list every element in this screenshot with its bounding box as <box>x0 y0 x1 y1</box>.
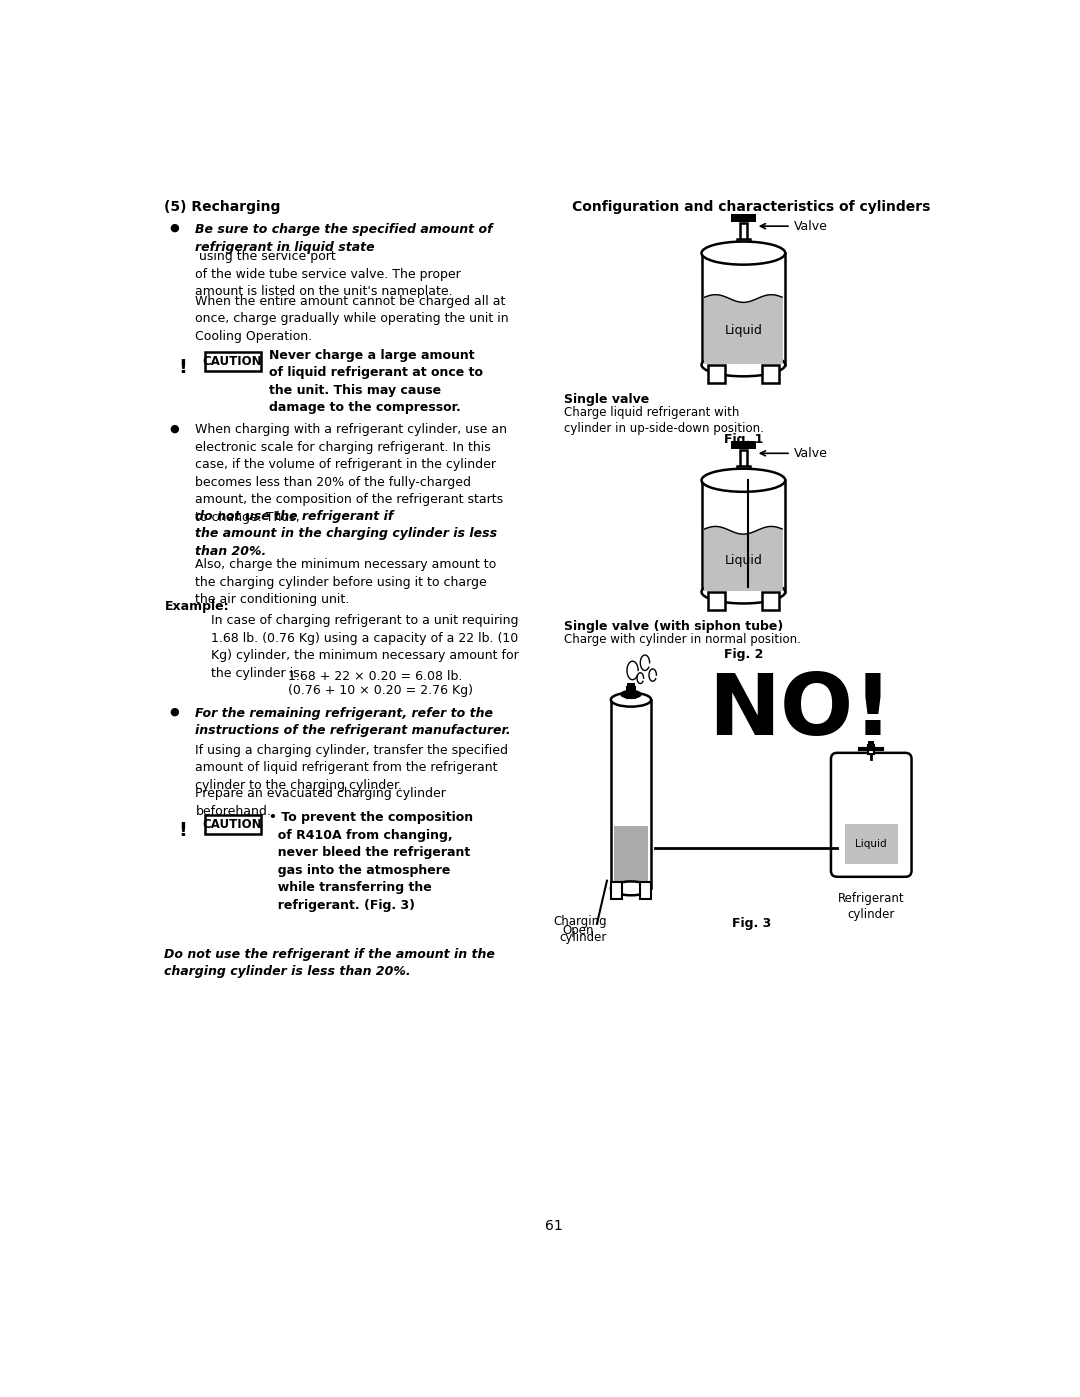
Bar <box>740 224 747 242</box>
Text: Fig. 3: Fig. 3 <box>731 916 771 930</box>
Text: When the entire amount cannot be charged all at
once, charge gradually while ope: When the entire amount cannot be charged… <box>195 295 509 342</box>
Bar <box>731 441 756 448</box>
Polygon shape <box>704 295 782 363</box>
Text: Liquid: Liquid <box>725 553 762 567</box>
Text: Single valve: Single valve <box>564 393 649 407</box>
Bar <box>738 239 750 246</box>
Text: Valve: Valve <box>760 219 827 233</box>
Ellipse shape <box>620 690 642 698</box>
Text: Never charge a large amount
of liquid refrigerant at once to
the unit. This may : Never charge a large amount of liquid re… <box>269 349 483 414</box>
Bar <box>731 214 756 222</box>
Text: using the service port
of the wide tube service valve. The proper
amount is list: using the service port of the wide tube … <box>195 250 461 298</box>
Bar <box>707 365 725 383</box>
Bar <box>868 745 875 754</box>
Bar <box>627 683 635 690</box>
Ellipse shape <box>702 469 785 492</box>
Text: Charging
cylinder: Charging cylinder <box>553 915 607 944</box>
Bar <box>205 352 260 372</box>
Text: If using a charging cylinder, transfer the specified
amount of liquid refrigeran: If using a charging cylinder, transfer t… <box>195 743 509 792</box>
Text: Fig. 1: Fig. 1 <box>724 433 764 446</box>
Text: Open: Open <box>563 923 594 937</box>
Text: ●: ● <box>170 224 179 233</box>
Text: Configuration and characteristics of cylinders: Configuration and characteristics of cyl… <box>572 200 930 214</box>
Text: Fig. 2: Fig. 2 <box>724 648 764 661</box>
Ellipse shape <box>702 242 785 264</box>
Text: 1.68 + 22 × 0.20 = 6.08 lb.: 1.68 + 22 × 0.20 = 6.08 lb. <box>288 669 463 683</box>
Bar <box>738 467 750 472</box>
Text: • To prevent the composition
  of R410A from changing,
  never bleed the refrige: • To prevent the composition of R410A fr… <box>269 812 473 912</box>
Text: Charge with cylinder in normal position.: Charge with cylinder in normal position. <box>564 633 800 645</box>
Ellipse shape <box>611 882 651 895</box>
Text: Refrigerant
cylinder: Refrigerant cylinder <box>838 893 905 921</box>
Text: 61: 61 <box>544 1218 563 1232</box>
Text: Charge liquid refrigerant with
cylinder in up-side-down position.: Charge liquid refrigerant with cylinder … <box>564 405 764 434</box>
Ellipse shape <box>702 353 785 376</box>
Text: Single valve (with siphon tube): Single valve (with siphon tube) <box>564 620 783 633</box>
Bar <box>205 816 260 834</box>
Text: ●: ● <box>170 707 179 717</box>
Text: Prepare an evacuated charging cylinder
beforehand.: Prepare an evacuated charging cylinder b… <box>195 788 446 819</box>
Bar <box>702 253 785 365</box>
Bar <box>740 450 747 469</box>
FancyBboxPatch shape <box>831 753 912 877</box>
Text: Liquid: Liquid <box>725 324 762 338</box>
Text: Be sure to charge the specified amount of
refrigerant in liquid state: Be sure to charge the specified amount o… <box>195 224 494 254</box>
Bar <box>762 592 779 610</box>
Text: Also, charge the minimum necessary amount to
the charging cylinder before using : Also, charge the minimum necessary amoun… <box>195 557 497 606</box>
Bar <box>611 882 622 900</box>
Bar <box>702 481 785 592</box>
Text: (5) Recharging: (5) Recharging <box>164 200 281 214</box>
Text: ●: ● <box>170 423 179 433</box>
Text: CAUTION: CAUTION <box>203 819 262 831</box>
Text: !: ! <box>178 359 187 377</box>
Text: CAUTION: CAUTION <box>203 355 262 369</box>
Text: Example:: Example: <box>164 601 229 613</box>
Bar <box>627 687 635 698</box>
Ellipse shape <box>702 580 785 604</box>
Bar <box>611 700 651 888</box>
Text: In case of charging refrigerant to a unit requiring
1.68 lb. (0.76 Kg) using a c: In case of charging refrigerant to a uni… <box>211 615 518 680</box>
Bar <box>762 365 779 383</box>
Text: Do not use the refrigerant if the amount in the
charging cylinder is less than 2: Do not use the refrigerant if the amount… <box>164 947 496 978</box>
Text: For the remaining refrigerant, refer to the
instructions of the refrigerant manu: For the remaining refrigerant, refer to … <box>195 707 511 738</box>
Ellipse shape <box>611 693 651 707</box>
Text: (0.76 + 10 × 0.20 = 2.76 Kg): (0.76 + 10 × 0.20 = 2.76 Kg) <box>288 683 473 697</box>
Bar <box>613 826 648 884</box>
Text: Liquid: Liquid <box>855 840 887 849</box>
Polygon shape <box>704 527 782 591</box>
Bar <box>868 742 875 747</box>
Text: When charging with a refrigerant cylinder, use an
electronic scale for charging : When charging with a refrigerant cylinde… <box>195 423 508 524</box>
Bar <box>845 824 897 865</box>
Text: do not use the refrigerant if
the amount in the charging cylinder is less
than 2: do not use the refrigerant if the amount… <box>195 510 498 557</box>
Bar <box>640 882 651 900</box>
Bar <box>707 592 725 610</box>
Text: !: ! <box>178 821 187 840</box>
Text: Valve: Valve <box>760 447 827 460</box>
Text: NO!: NO! <box>708 671 893 753</box>
